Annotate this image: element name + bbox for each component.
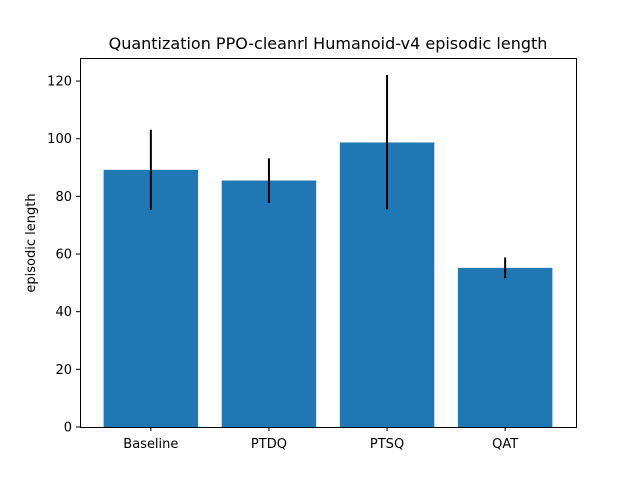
bar-ptdq xyxy=(221,180,317,427)
x-tick-label: QAT xyxy=(492,437,518,452)
chart-title: Quantization PPO-cleanrl Humanoid-v4 epi… xyxy=(109,34,548,53)
error-bars-group xyxy=(149,75,507,279)
bars-group xyxy=(103,142,553,427)
y-tick-label: 20 xyxy=(55,363,72,378)
x-tick-label: PTSQ xyxy=(370,437,404,452)
y-tick-label: 0 xyxy=(64,421,72,436)
y-tick-label: 40 xyxy=(55,305,72,320)
y-tick-label: 80 xyxy=(55,190,72,205)
y-axis-ticks: 0 20 40 60 80 100 120 xyxy=(47,75,80,436)
plot-frame xyxy=(80,58,577,428)
y-axis-label: episodic length xyxy=(24,193,39,292)
x-tick-label: PTDQ xyxy=(251,437,287,452)
bar-baseline xyxy=(103,169,199,427)
x-axis-ticks: Baseline PTDQ PTSQ QAT xyxy=(123,427,518,452)
x-tick-label: Baseline xyxy=(123,437,178,452)
y-tick-label: 120 xyxy=(47,75,72,90)
bar-qat xyxy=(457,267,553,427)
y-tick-label: 100 xyxy=(47,132,72,147)
y-tick-label: 60 xyxy=(55,248,72,263)
